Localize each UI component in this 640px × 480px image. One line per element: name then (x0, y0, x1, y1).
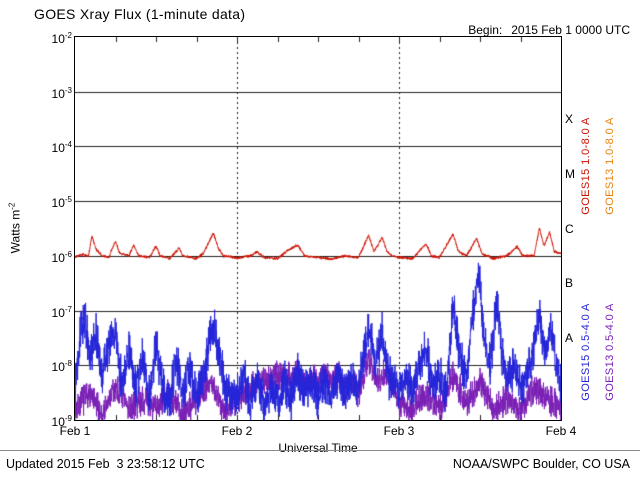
x-axis-tick-label: Feb 1 (59, 424, 91, 438)
plot-frame (74, 36, 562, 421)
legend-label: GOES13 1.0-8.0 A (604, 117, 616, 215)
updated-timestamp: Updated 2015 Feb 3 23:58:12 UTC (6, 457, 205, 471)
y-axis-title-exponent: -2 (7, 202, 17, 210)
flare-class-label: X (565, 112, 574, 127)
legend-label: GOES15 1.0-8.0 A (580, 117, 592, 215)
flare-class-label: B (565, 276, 574, 291)
flare-class-label: M (565, 166, 575, 181)
chart-title: GOES Xray Flux (1-minute data) (34, 6, 246, 22)
x-axis-tick-label: Feb 3 (383, 424, 415, 438)
footer-divider (0, 450, 640, 451)
begin-value: 2015 Feb 1 0000 UTC (511, 23, 630, 37)
legend-label: GOES13 0.5-4.0 A (604, 303, 616, 401)
x-axis-tick-label: Feb 2 (221, 424, 253, 438)
y-axis-tick-label: 10-2 (51, 31, 72, 46)
flare-class-label: A (565, 330, 574, 345)
flare-class-label: C (565, 221, 574, 236)
legend-label: GOES15 0.5-4.0 A (580, 303, 592, 401)
x-axis-title: Universal Time (278, 441, 358, 455)
y-axis-tick-label: 10-7 (51, 304, 72, 320)
xray-flux-plot-area (75, 37, 561, 420)
begin-time: Begin: 2015 Feb 1 0000 UTC (455, 9, 630, 51)
data-source-credit: NOAA/SWPC Boulder, CO USA (452, 457, 630, 471)
y-axis-tick-label: 10-6 (51, 249, 72, 265)
y-axis-tick-label: 10-4 (51, 140, 72, 156)
y-axis-tick-label: 10-9 (51, 414, 72, 429)
y-axis-tick-label: 10-8 (51, 359, 72, 375)
y-axis-tick-label: 10-3 (51, 85, 72, 101)
y-axis-tick-label: 10-5 (51, 195, 72, 211)
begin-label: Begin: (468, 23, 503, 37)
y-axis-title: Watts m-2 (8, 203, 23, 254)
x-axis-tick-label: Feb 4 (545, 424, 577, 438)
y-axis-title-base: Watts m (8, 209, 23, 254)
